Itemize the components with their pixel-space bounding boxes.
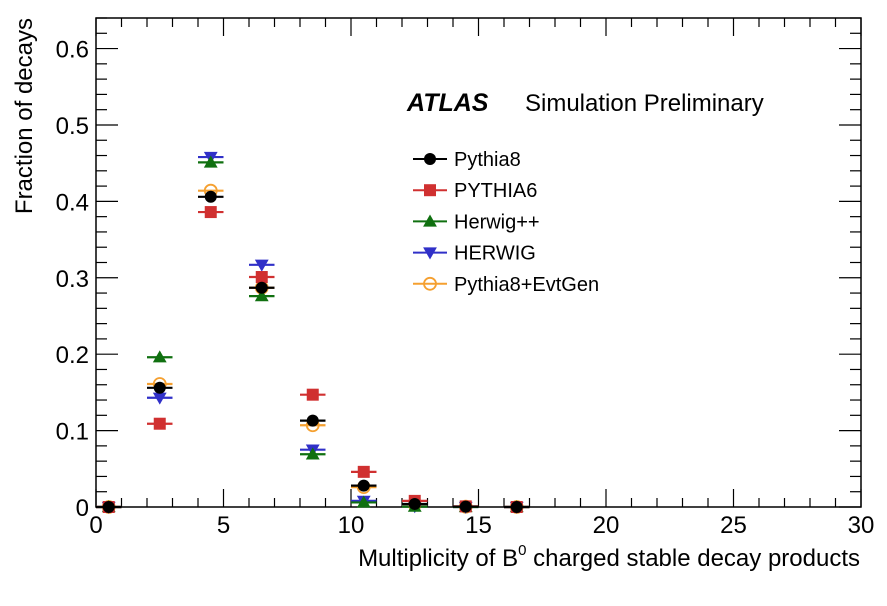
marker-triangle-down — [152, 392, 167, 405]
data-point — [198, 155, 224, 168]
marker-circle — [204, 190, 217, 203]
x-tick-labels: 0 5 10 15 20 25 30 — [89, 512, 874, 539]
marker-circle — [357, 479, 370, 492]
series-herwig- — [96, 155, 530, 513]
y-axis-title: Fraction of decays — [11, 18, 38, 214]
marker-square — [424, 184, 436, 197]
x-tick-label: 15 — [465, 512, 492, 539]
data-point — [147, 381, 173, 394]
x-axis-title-prefix: Multiplicity of B — [358, 545, 518, 572]
x-tick-label: 10 — [338, 512, 365, 539]
marker-circle — [510, 501, 523, 513]
data-point — [249, 271, 275, 284]
data-point — [351, 479, 377, 492]
data-point — [300, 447, 326, 460]
marker-square — [204, 206, 217, 219]
marker-triangle-down — [254, 259, 269, 272]
y-tick-label: 0.4 — [56, 189, 89, 216]
marker-triangle-up — [203, 155, 218, 168]
data-point — [504, 501, 530, 513]
x-axis-title-superscript: 0 — [518, 542, 526, 559]
marker-square — [306, 388, 319, 401]
y-tick-label: 0 — [76, 495, 89, 522]
data-point — [249, 259, 275, 272]
data-markers — [96, 151, 530, 514]
marker-square — [153, 417, 166, 430]
marker-circle — [102, 501, 115, 513]
legend-label: Pythia8 — [454, 149, 521, 171]
legend: Pythia8 PYTHIA6 Herwig++ HERWIG Pythia8+EvtG… — [413, 149, 599, 296]
simulation-label: Simulation Preliminary — [525, 90, 764, 117]
marker-triangle-up — [254, 289, 269, 302]
y-tick-label: 0.1 — [56, 419, 89, 446]
y-tick-label: 0.6 — [56, 37, 89, 64]
data-point — [351, 465, 377, 478]
marker-open-circle — [423, 276, 437, 291]
legend-label: HERWIG — [454, 243, 536, 265]
marker-square — [357, 465, 370, 478]
data-point — [300, 388, 326, 401]
marker-circle — [306, 414, 319, 427]
marker-triangle-up — [356, 495, 371, 508]
data-point — [351, 495, 377, 508]
data-point — [300, 414, 326, 427]
legend-entry: HERWIG — [413, 243, 536, 265]
data-point — [96, 501, 122, 513]
marker-circle — [408, 497, 421, 510]
data-point — [249, 289, 275, 302]
marker-circle — [255, 281, 268, 294]
marker-triangle-up — [305, 447, 320, 460]
legend-label: Pythia8+EvtGen — [454, 274, 599, 296]
y-tick-label: 0.5 — [56, 113, 89, 140]
x-tick-label: 25 — [720, 512, 747, 539]
atlas-label: ATLAS — [406, 89, 489, 117]
x-tick-label: 30 — [848, 512, 875, 539]
y-tick-label: 0.3 — [56, 266, 89, 293]
x-axis-title-suffix: charged stable decay products — [526, 545, 860, 572]
data-point — [147, 392, 173, 405]
data-point — [198, 190, 224, 203]
data-point — [147, 350, 173, 363]
data-point — [249, 281, 275, 294]
legend-entry: Pythia8 — [413, 149, 521, 171]
y-tick-labels: 0 0.1 0.2 0.3 0.4 0.5 0.6 — [56, 37, 89, 522]
legend-entry: PYTHIA6 — [413, 180, 537, 202]
y-tick-label: 0.2 — [56, 342, 89, 369]
legend-entry: Pythia8+EvtGen — [413, 274, 599, 296]
marker-triangle-up — [152, 350, 167, 363]
series-pythia8 — [96, 190, 530, 513]
marker-triangle-down — [423, 247, 437, 260]
marker-circle — [153, 381, 166, 394]
series-herwig — [96, 151, 530, 514]
data-point — [402, 497, 428, 510]
x-tick-label: 5 — [217, 512, 230, 539]
x-tick-label: 20 — [593, 512, 620, 539]
data-point — [453, 500, 479, 513]
x-tick-label: 0 — [89, 512, 102, 539]
legend-entry: Herwig++ — [413, 211, 540, 233]
series-pythia8-evtgen — [96, 183, 530, 514]
legend-label: PYTHIA6 — [454, 180, 537, 202]
legend-label: Herwig++ — [454, 211, 540, 233]
data-point — [198, 206, 224, 219]
data-point — [147, 417, 173, 430]
marker-circle — [424, 153, 436, 165]
marker-triangle-up — [423, 214, 437, 227]
marker-circle — [459, 500, 472, 513]
marker-square — [255, 271, 268, 284]
x-axis-title: Multiplicity of B0 charged stable decay … — [358, 542, 860, 572]
axis-ticks — [95, 17, 862, 508]
